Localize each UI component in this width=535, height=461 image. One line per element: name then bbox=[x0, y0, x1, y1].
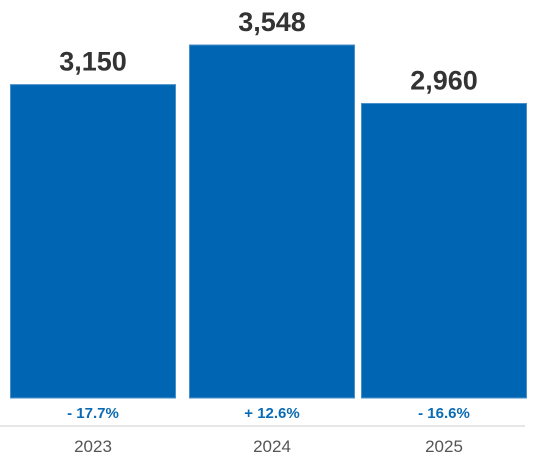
labels-layer: 3,150 - 17.7% 3,548 + 12.6% 2,960 - 16.6% bbox=[59, 7, 478, 422]
x-axis-ticks: 2023 2024 2025 bbox=[74, 437, 463, 456]
change-label-2024: + 12.6% bbox=[244, 405, 299, 422]
bar-2025 bbox=[361, 103, 527, 399]
x-tick-label-2023: 2023 bbox=[74, 437, 112, 456]
value-label-2024: 3,548 bbox=[238, 7, 306, 37]
change-label-2023: - 17.7% bbox=[67, 405, 119, 422]
value-label-2025: 2,960 bbox=[410, 66, 478, 96]
value-label-2023: 3,150 bbox=[59, 47, 127, 77]
x-tick-label-2025: 2025 bbox=[425, 437, 463, 456]
x-tick-label-2024: 2024 bbox=[253, 437, 291, 456]
bar-2024 bbox=[189, 44, 355, 399]
change-label-2025: - 16.6% bbox=[418, 405, 470, 422]
bars-layer bbox=[10, 44, 527, 399]
bar-2023 bbox=[10, 84, 176, 399]
